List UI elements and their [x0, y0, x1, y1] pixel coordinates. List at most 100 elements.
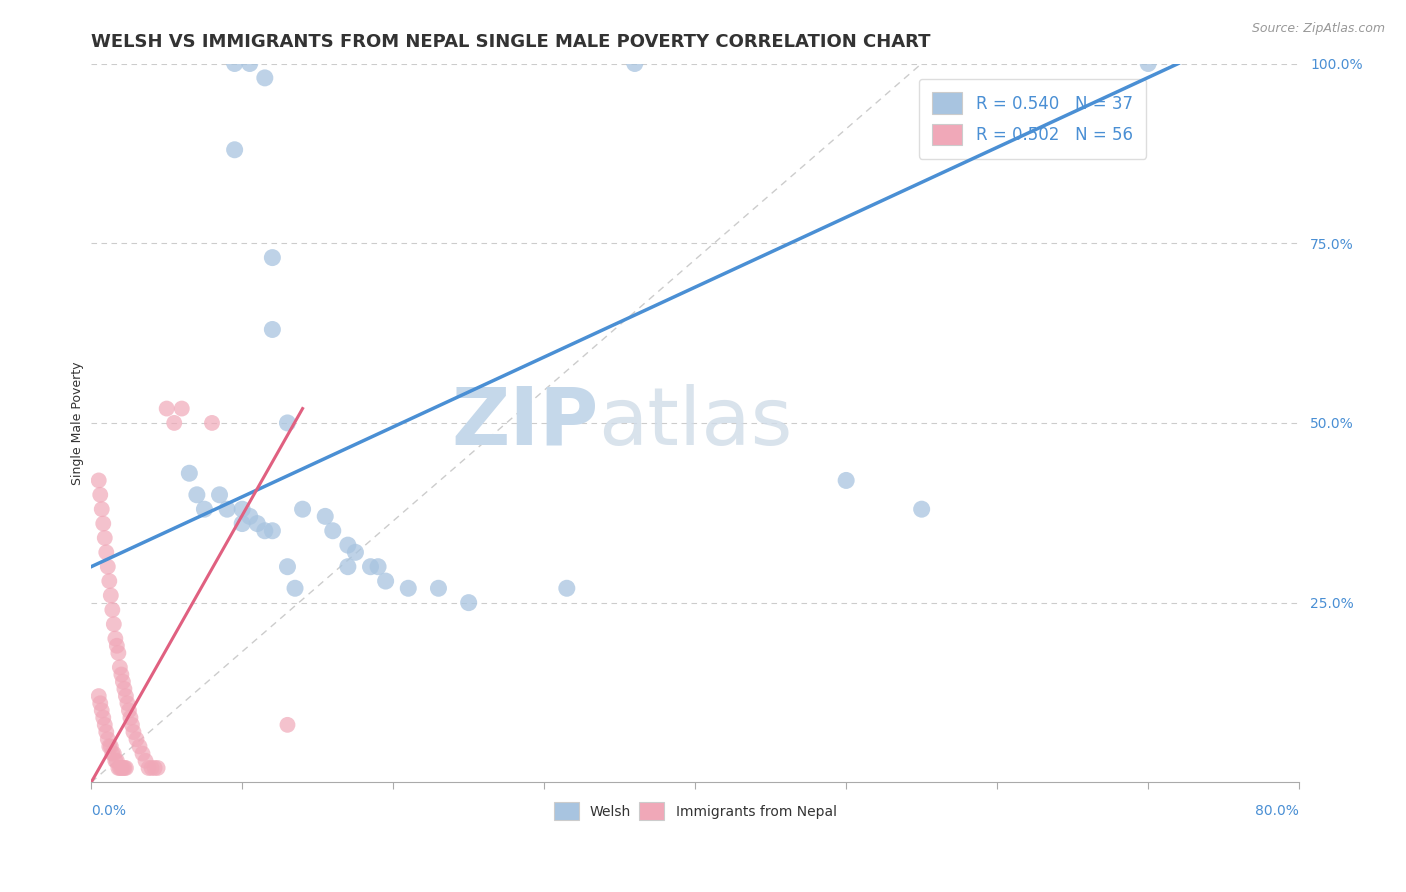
Point — [253, 70, 276, 85]
Text: Source: ZipAtlas.com: Source: ZipAtlas.com — [1251, 22, 1385, 36]
Point — [104, 754, 127, 768]
Point — [143, 761, 166, 775]
Point — [122, 725, 145, 739]
Point — [115, 689, 138, 703]
Point — [89, 488, 111, 502]
Point — [146, 761, 169, 775]
Point — [276, 416, 298, 430]
Point — [163, 416, 186, 430]
Point — [276, 559, 298, 574]
Point — [208, 488, 231, 502]
Point — [87, 474, 110, 488]
Point — [135, 754, 157, 768]
Point — [112, 681, 135, 696]
Point — [108, 660, 131, 674]
Point — [91, 711, 114, 725]
Point — [262, 251, 284, 265]
Point — [87, 689, 110, 703]
Point — [138, 761, 160, 775]
Point — [457, 596, 479, 610]
Point — [193, 502, 215, 516]
Point — [322, 524, 344, 538]
Point — [217, 502, 239, 516]
Point — [111, 761, 134, 775]
Point — [100, 589, 122, 603]
Point — [367, 559, 389, 574]
Point — [336, 559, 359, 574]
Point — [97, 559, 120, 574]
Y-axis label: Single Male Poverty: Single Male Poverty — [72, 361, 84, 484]
Point — [201, 416, 224, 430]
Point — [105, 754, 128, 768]
Point — [100, 739, 122, 754]
Point — [101, 603, 124, 617]
Text: atlas: atlas — [599, 384, 793, 462]
Point — [105, 639, 128, 653]
Point — [96, 725, 118, 739]
Point — [1137, 56, 1160, 70]
Point — [427, 581, 450, 595]
Point — [89, 696, 111, 710]
Point — [224, 56, 246, 70]
Point — [104, 632, 127, 646]
Point — [231, 516, 253, 531]
Text: 80.0%: 80.0% — [1256, 804, 1299, 818]
Point — [94, 718, 117, 732]
Point — [125, 732, 148, 747]
Point — [231, 502, 253, 516]
Text: WELSH VS IMMIGRANTS FROM NEPAL SINGLE MALE POVERTY CORRELATION CHART: WELSH VS IMMIGRANTS FROM NEPAL SINGLE MA… — [91, 33, 931, 51]
Point — [253, 524, 276, 538]
Point — [103, 617, 125, 632]
Point — [120, 711, 142, 725]
Point — [623, 56, 645, 70]
Point — [101, 747, 124, 761]
Point — [94, 531, 117, 545]
Point — [96, 545, 118, 559]
Text: 0.0%: 0.0% — [91, 804, 127, 818]
Point — [239, 509, 262, 524]
Point — [131, 747, 153, 761]
Point — [262, 524, 284, 538]
Point — [360, 559, 382, 574]
Point — [555, 581, 578, 595]
Point — [179, 467, 201, 481]
Point — [276, 718, 298, 732]
Point — [246, 516, 269, 531]
Point — [107, 646, 129, 660]
Point — [91, 516, 114, 531]
Point — [112, 761, 135, 775]
Legend: Welsh, Immigrants from Nepal: Welsh, Immigrants from Nepal — [548, 797, 842, 826]
Point — [336, 538, 359, 552]
Point — [314, 509, 336, 524]
Point — [284, 581, 307, 595]
Point — [90, 502, 112, 516]
Point — [111, 674, 134, 689]
Point — [98, 739, 121, 754]
Point — [128, 739, 150, 754]
Point — [239, 56, 262, 70]
Point — [291, 502, 314, 516]
Point — [141, 761, 163, 775]
Point — [835, 474, 858, 488]
Point — [186, 488, 208, 502]
Point — [107, 761, 129, 775]
Point — [108, 761, 131, 775]
Point — [262, 322, 284, 336]
Point — [170, 401, 193, 416]
Point — [98, 574, 121, 588]
Point — [224, 143, 246, 157]
Point — [110, 761, 132, 775]
Point — [118, 703, 141, 717]
Point — [103, 747, 125, 761]
Point — [156, 401, 179, 416]
Point — [121, 718, 143, 732]
Point — [374, 574, 396, 588]
Point — [110, 667, 132, 681]
Point — [90, 703, 112, 717]
Point — [396, 581, 419, 595]
Point — [117, 696, 139, 710]
Point — [115, 761, 138, 775]
Point — [911, 502, 934, 516]
Point — [97, 732, 120, 747]
Text: ZIP: ZIP — [451, 384, 599, 462]
